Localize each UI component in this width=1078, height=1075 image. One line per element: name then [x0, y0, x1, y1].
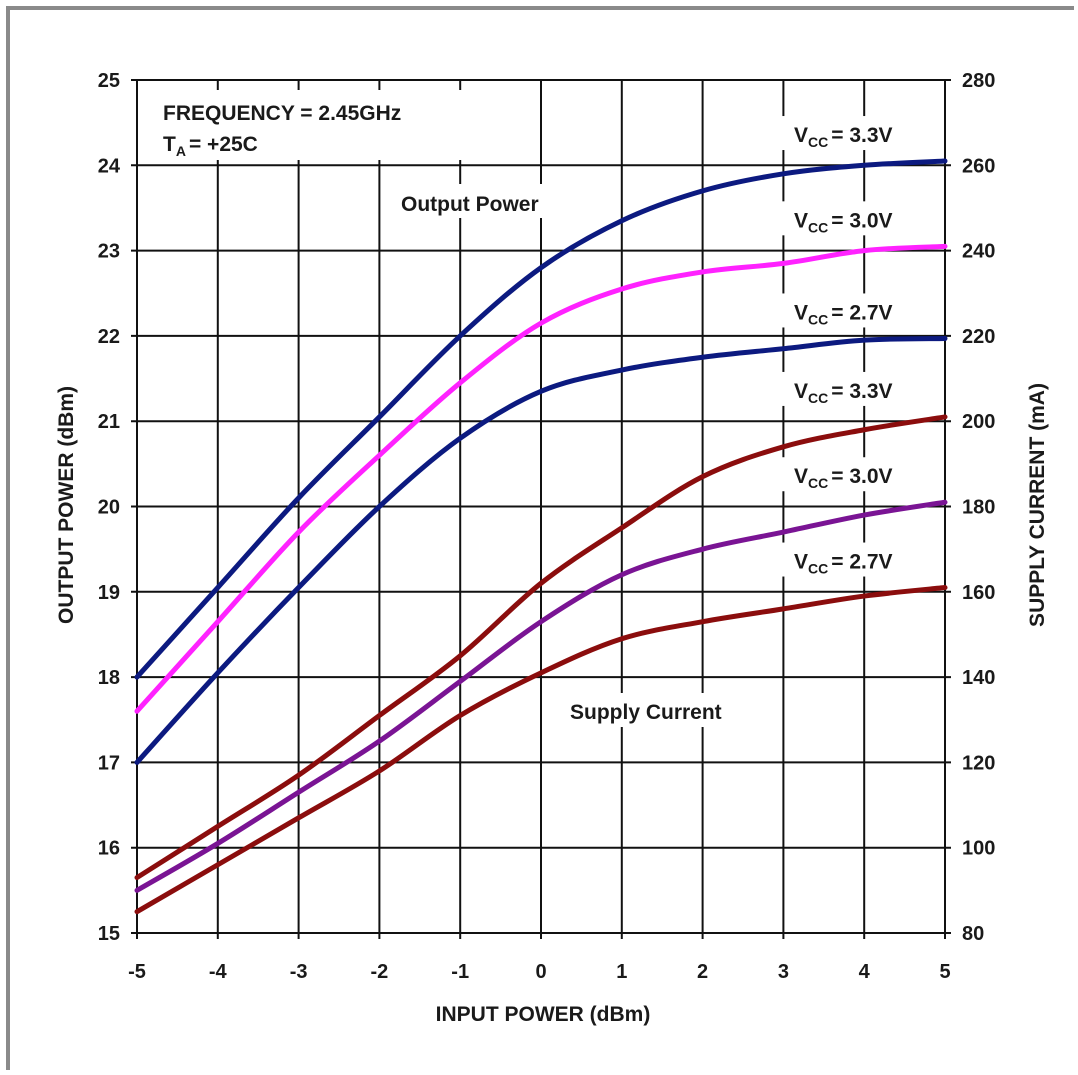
y-left-tick-label: 25 [98, 70, 120, 92]
series-label: VCC = 3.3V [794, 124, 893, 150]
x-tick-label: -1 [451, 961, 469, 983]
series-label: VCC = 3.3V [794, 380, 893, 406]
x-tick-label: 1 [616, 961, 627, 983]
output-power-label-bg [393, 184, 583, 218]
y-right-tick-label: 200 [962, 411, 995, 433]
series-label: VCC = 2.7V [794, 301, 893, 327]
series-label: VCC = 3.0V [794, 209, 893, 235]
x-tick-label: -5 [128, 961, 146, 983]
series-label-bg [780, 457, 930, 492]
y-axis-right-title: SUPPLY CURRENT (mA) [1026, 383, 1049, 627]
y-right-tick-label: 240 [962, 241, 995, 263]
annotation-box [150, 90, 472, 160]
y-right-tick-label: 140 [962, 667, 995, 689]
y-left-tick-label: 20 [98, 497, 120, 519]
series-label: VCC = 3.0V [794, 465, 893, 491]
series-line-output-1 [134, 158, 948, 680]
y-right-tick-label: 100 [962, 838, 995, 860]
x-tick-label: 4 [859, 961, 871, 983]
y-right-tick-label: 260 [962, 155, 995, 177]
y-left-tick-label: 22 [98, 326, 120, 348]
series-layer [134, 158, 948, 915]
series-label-bg [780, 116, 930, 151]
y-right-tick-label: 160 [962, 582, 995, 604]
x-tick-label: -4 [209, 961, 228, 983]
output-power-label: Output Power [401, 193, 539, 216]
y-left-tick-label: 15 [98, 923, 120, 945]
y-left-tick-label: 24 [98, 155, 121, 177]
series-line-current-6 [134, 585, 948, 915]
y-right-tick-label: 180 [962, 497, 995, 519]
y-left-tick-label: 17 [98, 752, 120, 774]
series-label-bg [780, 293, 930, 328]
x-tick-label: -2 [371, 961, 389, 983]
frequency-note: FREQUENCY = 2.45GHz [163, 102, 401, 125]
supply-current-label-bg [562, 693, 772, 727]
series-line-output-3 [134, 335, 948, 765]
y-right-tick-label: 120 [962, 752, 995, 774]
series-label: VCC = 2.7V [794, 551, 893, 577]
x-tick-label: 5 [939, 961, 950, 983]
y-left-tick-label: 16 [98, 838, 120, 860]
y-left-tick-label: 21 [98, 411, 120, 433]
series-label-bg [780, 371, 930, 406]
y-right-tick-label: 80 [962, 923, 984, 945]
series-line-current-5 [134, 499, 948, 893]
y-right-tick-label: 220 [962, 326, 995, 348]
series-line-current-4 [134, 414, 948, 881]
x-tick-label: 0 [535, 961, 546, 983]
series-label-bg [780, 201, 930, 236]
y-right-tick-label: 280 [962, 70, 995, 92]
y-left-tick-label: 18 [98, 667, 120, 689]
series-labels: VCC = 3.3V VCC = 3.0V VCC = 2.7V VCC = 3.3V VCC =… [780, 116, 930, 577]
series-label-bg [780, 542, 930, 577]
temperature-note: TA = +25C [163, 133, 258, 159]
x-tick-label: -3 [290, 961, 308, 983]
x-tick-label: 2 [697, 961, 708, 983]
series-line-output-2 [134, 243, 948, 714]
x-axis-title: INPUT POWER (dBm) [436, 1003, 651, 1026]
supply-current-label: Supply Current [570, 701, 722, 724]
chart-frame [6, 6, 1074, 1070]
x-tick-label: 3 [778, 961, 789, 983]
y-left-tick-label: 23 [98, 241, 120, 263]
y-left-tick-label: 19 [98, 582, 120, 604]
y-axis-left-title: OUTPUT POWER (dBm) [55, 386, 78, 624]
grid [131, 79, 951, 939]
